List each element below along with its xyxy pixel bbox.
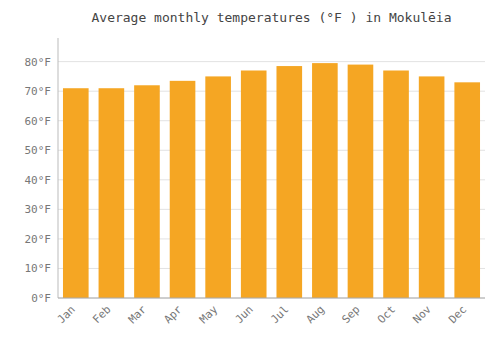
x-tick-label: Aug — [304, 303, 327, 326]
x-tick-label: Nov — [411, 303, 435, 327]
x-tick-label: Feb — [90, 303, 113, 326]
x-tick-label: Apr — [161, 303, 185, 327]
y-tick-label: 80°F — [25, 56, 52, 69]
y-tick-label: 10°F — [25, 262, 52, 275]
grid-line — [58, 298, 485, 299]
y-tick-label: 30°F — [25, 203, 52, 216]
grid — [58, 62, 485, 298]
x-tick-label: Mar — [126, 303, 150, 327]
bar — [99, 88, 125, 298]
x-axis-line — [58, 298, 485, 299]
bar — [170, 81, 196, 298]
y-tick-label: 60°F — [25, 115, 52, 128]
bar — [134, 85, 160, 298]
y-tick-label: 50°F — [25, 144, 52, 157]
x-tick-label: Jun — [233, 303, 256, 326]
x-tick-label: Jan — [55, 303, 78, 326]
y-tick-label: 70°F — [25, 85, 52, 98]
bar — [312, 63, 338, 298]
bars — [63, 63, 480, 298]
bar — [419, 76, 445, 298]
bar — [205, 76, 231, 298]
grid-line — [58, 61, 485, 62]
bar — [383, 71, 409, 299]
x-tick-label: Sep — [339, 303, 362, 326]
bar — [241, 71, 267, 299]
bar — [454, 82, 480, 298]
chart: Average monthly temperatures (°F ) in Mo… — [0, 0, 500, 350]
x-tick-label: May — [197, 303, 221, 327]
bar — [276, 66, 302, 298]
y-tick-label: 40°F — [25, 174, 52, 187]
y-tick-label: 0°F — [31, 292, 51, 305]
title: Average monthly temperatures (°F ) in Mo… — [91, 10, 451, 25]
x-tick-label: Jul — [268, 303, 291, 326]
x-tick-label: Dec — [446, 303, 469, 326]
x-tick-label: Oct — [375, 303, 398, 326]
bar — [63, 88, 89, 298]
y-axis-line — [58, 38, 59, 298]
bar — [348, 65, 374, 298]
y-tick-label: 20°F — [25, 233, 52, 246]
